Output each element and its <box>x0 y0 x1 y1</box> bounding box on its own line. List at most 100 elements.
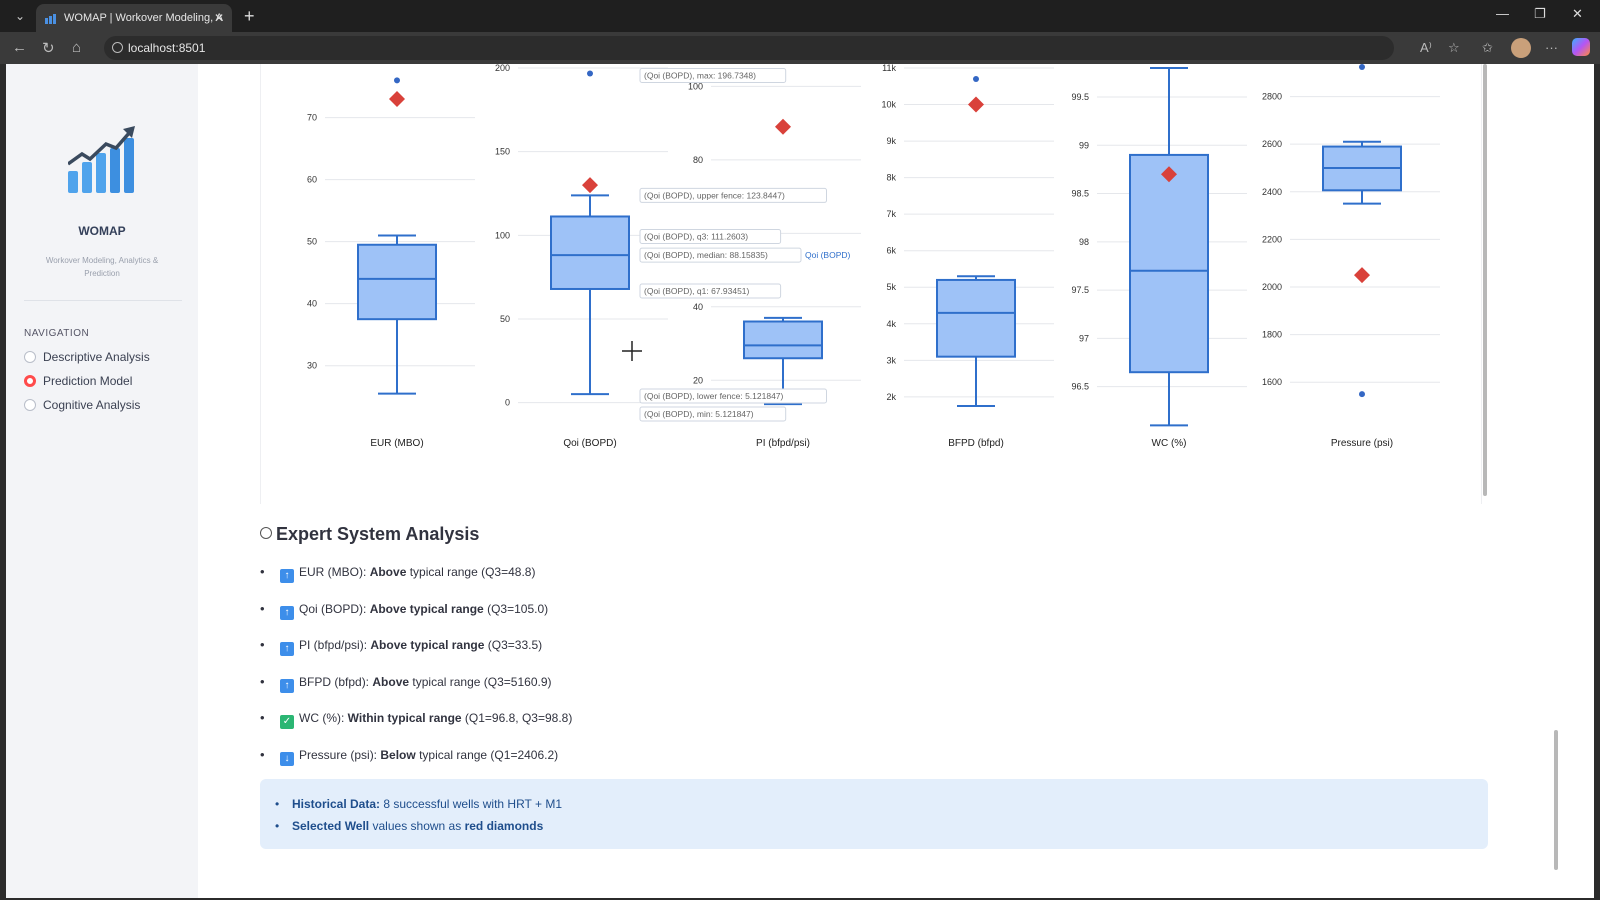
radio-descriptive-analysis[interactable] <box>24 351 36 363</box>
hover-label-text: (Qoi (BOPD), median: 88.15835) <box>644 250 768 260</box>
outlier-point <box>1359 64 1365 70</box>
hover-label-text: (Qoi (BOPD), min: 5.121847) <box>644 409 754 419</box>
minimize-icon[interactable]: — <box>1496 6 1509 21</box>
y-tick-label: 8k <box>886 173 896 183</box>
x-axis-label: WC (%) <box>1152 438 1187 449</box>
app-title: WOMAP <box>78 224 126 238</box>
info-line-historical: Historical Data: 8 successful wells with… <box>275 796 562 812</box>
profile-avatar[interactable] <box>1511 38 1531 58</box>
site-info-icon[interactable] <box>112 42 123 53</box>
info-box: Historical Data: 8 successful wells with… <box>260 779 1488 849</box>
favorite-star-icon[interactable]: ☆ <box>1448 40 1460 55</box>
list-item: ↑ PI (bfpd/psi): Above typical range (Q3=… <box>260 635 1360 672</box>
item-rest: typical range (Q3=5160.9) <box>412 674 552 689</box>
x-axis-label: EUR (MBO) <box>370 438 423 449</box>
more-menu-icon[interactable]: ··· <box>1545 40 1558 55</box>
expert-title-text: Expert System Analysis <box>276 524 480 544</box>
y-tick-label: 70 <box>307 113 317 123</box>
main-content: 30 40 50 60 70 EUR (MBO) 0 50 100 150 200 Qoi (BOPD… <box>198 64 1594 898</box>
radio-prediction-model[interactable] <box>24 375 36 387</box>
back-icon[interactable]: ← <box>12 39 27 56</box>
up-arrow-icon: ↑ <box>280 642 294 656</box>
y-tick-label: 9k <box>886 136 896 146</box>
hover-label-box <box>639 67 787 83</box>
copilot-icon[interactable] <box>1572 38 1590 56</box>
nav-item-prediction-model[interactable]: Prediction Model <box>24 372 132 390</box>
y-tick-label: 98.5 <box>1071 189 1089 199</box>
item-name: EUR (MBO): <box>299 565 367 579</box>
y-tick-label: 2k <box>886 392 896 402</box>
restore-icon[interactable]: ❐ <box>1534 6 1546 21</box>
close-window-icon[interactable]: ✕ <box>1572 6 1583 21</box>
item-name: BFPD (bfpd): <box>299 674 370 689</box>
item-status: Below <box>380 747 416 762</box>
hover-label-text: (Qoi (BOPD), q1: 67.93451) <box>644 286 750 296</box>
selected-well-diamond <box>1354 267 1370 284</box>
y-tick-label: 2200 <box>1262 234 1282 244</box>
info-line-selected: Selected Well values shown as red diamon… <box>275 818 543 834</box>
browser-tab[interactable]: WOMAP | Workover Modeling, A ✕ <box>36 4 232 32</box>
x-axis-label: Pressure (psi) <box>1331 438 1393 449</box>
page-scrollbar[interactable] <box>1554 730 1558 870</box>
selected-well-diamond <box>968 96 984 113</box>
item-name: Qoi (BOPD): <box>299 601 367 616</box>
selected-well-diamond <box>582 177 598 194</box>
home-icon[interactable]: ⌂ <box>72 39 82 56</box>
y-tick-label: 2400 <box>1262 187 1282 197</box>
item-name: PI (bfpd/psi): <box>299 638 368 652</box>
sidebar: WOMAP Workover Modeling, Analytics & Pre… <box>6 64 198 898</box>
hover-label-box <box>639 283 782 299</box>
url-field[interactable]: localhost:8501 <box>104 36 1394 60</box>
y-tick-label: 6k <box>886 246 896 256</box>
y-tick-label: 0 <box>505 398 510 408</box>
outlier-point <box>587 70 593 77</box>
y-tick-label: 2800 <box>1262 92 1282 102</box>
read-aloud-icon[interactable]: A⁾ <box>1420 40 1432 55</box>
item-status: Above <box>369 565 407 579</box>
nav-item-descriptive-analysis[interactable]: Descriptive Analysis <box>24 348 150 366</box>
chart-favicon-icon <box>45 14 56 24</box>
radio-cognitive-analysis[interactable] <box>24 399 36 411</box>
sidebar-divider <box>24 300 182 301</box>
info-bold: Selected Well <box>292 819 370 833</box>
y-tick-label: 150 <box>495 147 510 157</box>
browser-tab-bar: ⌄ WOMAP | Workover Modeling, A ✕ + — ❐ ✕ <box>0 0 1600 32</box>
list-item: ↑ EUR (MBO): Above typical range (Q3=48.8… <box>260 562 1360 599</box>
item-rest: (Q3=105.0) <box>487 601 549 616</box>
y-tick-label: 97.5 <box>1071 285 1089 295</box>
list-item: ↓ Pressure (psi): Below typical range (Q1… <box>260 745 1360 782</box>
hover-label-text: (Qoi (BOPD), lower fence: 5.121847) <box>644 391 784 401</box>
new-tab-icon[interactable]: + <box>244 6 255 26</box>
y-tick-label: 96.5 <box>1071 382 1089 392</box>
y-tick-label: 10k <box>881 100 896 110</box>
list-item: ↑ Qoi (BOPD): Above typical range (Q3=105… <box>260 599 1360 636</box>
y-tick-label: 2000 <box>1262 282 1282 292</box>
info-text: 8 successful wells with HRT + M1 <box>383 797 562 811</box>
refresh-icon[interactable]: ↻ <box>42 40 55 57</box>
selected-well-diamond <box>1161 166 1177 183</box>
y-tick-label: 60 <box>307 175 317 185</box>
y-tick-label: 5k <box>886 282 896 292</box>
up-arrow-icon: ↑ <box>280 678 294 693</box>
nav-item-cognitive-analysis[interactable]: Cognitive Analysis <box>24 396 140 414</box>
y-tick-label: 99 <box>1079 140 1089 150</box>
tab-close-icon[interactable]: ✕ <box>213 11 224 25</box>
nav-item-label: Descriptive Analysis <box>43 350 150 364</box>
tab-title: WOMAP | Workover Modeling, A <box>64 12 223 24</box>
bar-chart-logo-icon <box>68 126 135 193</box>
y-tick-label: 80 <box>693 155 703 165</box>
y-tick-label: 100 <box>495 230 510 240</box>
nav-item-label: Cognitive Analysis <box>43 398 141 412</box>
x-axis-label: BFPD (bfpd) <box>948 438 1004 449</box>
info-text: values shown as <box>372 819 462 833</box>
box-iqr <box>743 320 823 360</box>
tab-list-icon[interactable]: ⌄ <box>14 9 26 23</box>
item-status: Within typical range <box>347 711 462 725</box>
favorites-list-icon[interactable]: ✩ <box>1482 40 1493 55</box>
y-tick-label: 100 <box>688 81 703 91</box>
y-tick-label: 20 <box>693 375 703 385</box>
hover-label-text: (Qoi (BOPD), upper fence: 123.8447) <box>644 190 785 200</box>
box-iqr <box>1129 153 1209 374</box>
chart-scrollbar[interactable] <box>1483 64 1487 496</box>
hover-label-box <box>639 228 782 244</box>
